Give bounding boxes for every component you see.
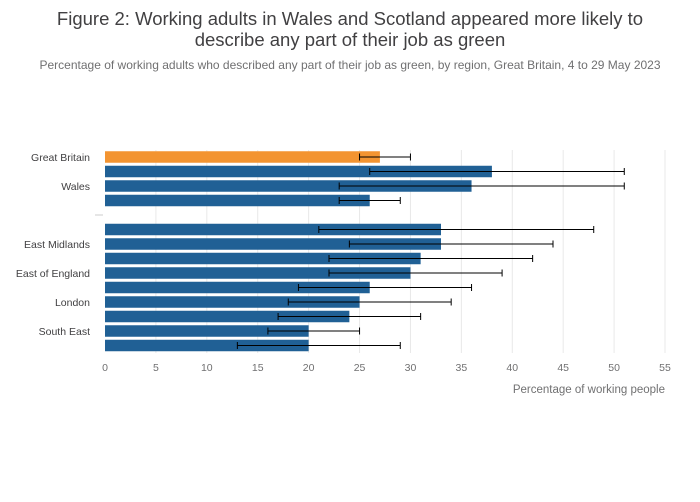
x-tick-label: 0	[102, 362, 108, 374]
x-tick-label: 10	[201, 362, 213, 374]
y-axis-labels: Great Britain Wales East Midlands East of E…	[16, 152, 103, 338]
bar	[105, 310, 350, 323]
x-tick-label: 20	[303, 362, 315, 374]
bar	[105, 325, 309, 337]
bars	[105, 151, 492, 352]
category-label: Wales	[61, 181, 90, 193]
bar	[105, 223, 441, 236]
bar	[105, 180, 472, 192]
x-tick-label: 15	[252, 362, 264, 374]
x-tick-label: 45	[557, 362, 569, 374]
x-tick-label: 40	[506, 362, 518, 374]
x-tick-label: 55	[659, 362, 671, 374]
bar	[105, 252, 421, 265]
bar	[105, 151, 380, 163]
category-label: London	[55, 297, 90, 309]
bar	[105, 238, 441, 250]
x-tick-label: 25	[354, 362, 366, 374]
x-tick-label: 30	[405, 362, 417, 374]
bar	[105, 281, 370, 294]
bar	[105, 165, 492, 178]
chart-title: Figure 2: Working adults in Wales and Sc…	[56, 8, 644, 50]
category-label: East of England	[16, 268, 90, 280]
x-tick-label: 5	[153, 362, 159, 374]
x-axis-title: Percentage of working people	[513, 384, 665, 396]
x-axis-ticks: 0 5 10 15 20 25 30 35 40 45 50 55	[102, 362, 671, 374]
chart-subtitle: Percentage of working adults who describ…	[39, 58, 661, 72]
category-label: Great Britain	[31, 152, 90, 164]
bar	[105, 267, 411, 279]
x-tick-label: 35	[456, 362, 468, 374]
bar	[105, 296, 360, 308]
bar	[105, 194, 370, 207]
bar	[105, 339, 309, 352]
category-label: East Midlands	[24, 239, 90, 251]
error-bars	[236, 153, 625, 349]
x-tick-label: 50	[608, 362, 620, 374]
category-label: South East	[39, 326, 90, 338]
